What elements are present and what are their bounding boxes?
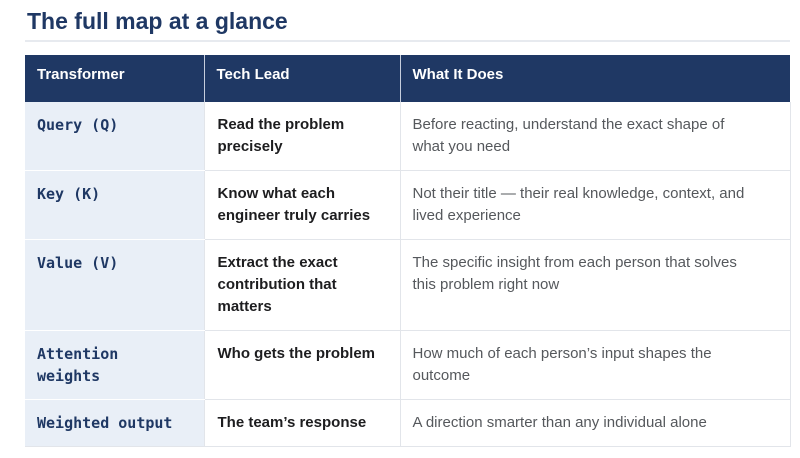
glance-table: Transformer Tech Lead What It Does Query…	[25, 54, 791, 447]
table-row-key: Key (K) Know what each engineer truly ca…	[25, 170, 791, 240]
table-row-weighted-output: Weighted output The team’s response A di…	[25, 399, 791, 447]
cell-tech-lead: Know what each engineer truly carries	[203, 170, 400, 240]
cell-transformer: Attention weights	[25, 330, 204, 400]
title-divider	[25, 39, 790, 42]
table-header-row: Transformer Tech Lead What It Does	[25, 54, 790, 102]
cell-what-it-does: Not their title — their real knowledge, …	[399, 170, 791, 240]
column-header-transformer: Transformer	[25, 54, 204, 102]
cell-tech-lead: Who gets the problem	[203, 330, 400, 400]
table-row-attention-weights: Attention weights Who gets the problem H…	[25, 330, 791, 400]
cell-what-it-does: Before reacting, understand the exact sh…	[399, 101, 791, 171]
cell-what-it-does: How much of each person’s input shapes t…	[399, 330, 791, 400]
page: The full map at a glance Transformer Tec…	[25, 8, 791, 447]
column-header-what-it-does: What It Does	[399, 54, 790, 102]
table-row-value: Value (V) Extract the exact contribution…	[25, 239, 791, 331]
cell-transformer: Query (Q)	[25, 101, 204, 171]
column-header-tech-lead: Tech Lead	[203, 54, 400, 102]
cell-what-it-does: The specific insight from each person th…	[399, 239, 791, 331]
cell-transformer: Key (K)	[25, 170, 204, 240]
cell-tech-lead: The team’s response	[203, 399, 400, 447]
cell-what-it-does: A direction smarter than any individual …	[399, 399, 791, 447]
page-title: The full map at a glance	[27, 8, 288, 34]
cell-tech-lead: Extract the exact contribution that matt…	[203, 239, 400, 331]
cell-transformer: Weighted output	[25, 399, 204, 447]
table-row-query: Query (Q) Read the problem precisely Bef…	[25, 101, 791, 171]
cell-tech-lead: Read the problem precisely	[203, 101, 400, 171]
cell-transformer: Value (V)	[25, 239, 204, 331]
